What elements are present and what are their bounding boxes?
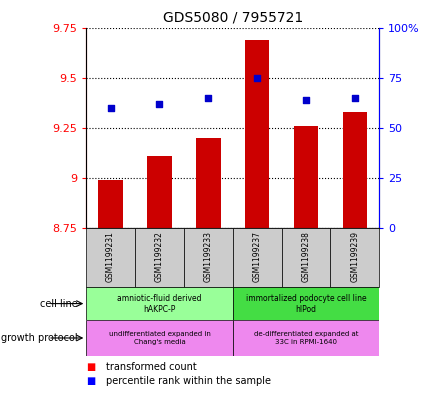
Text: undifferentiated expanded in
Chang's media: undifferentiated expanded in Chang's med… [108,331,210,345]
Text: GSM1199237: GSM1199237 [252,231,261,282]
Text: GSM1199233: GSM1199233 [203,231,212,282]
Bar [184,228,232,287]
Point [350,94,357,101]
Point [253,75,260,81]
Text: GSM1199231: GSM1199231 [106,231,115,282]
Text: transformed count: transformed count [105,362,196,373]
Bar [86,287,232,320]
Point [302,97,309,103]
Bar [293,126,317,228]
Text: amniotic-fluid derived
hAKPC-P: amniotic-fluid derived hAKPC-P [117,294,201,314]
Point [107,105,114,111]
Text: GSM1199232: GSM1199232 [155,231,163,282]
Bar [342,112,366,228]
Bar [232,287,378,320]
Point [156,101,163,107]
Bar [147,156,171,228]
Bar [232,228,281,287]
Text: growth protocol: growth protocol [1,333,77,343]
Bar [86,320,232,356]
Text: GSM1199239: GSM1199239 [350,231,359,282]
Text: immortalized podocyte cell line
hIPod: immortalized podocyte cell line hIPod [245,294,366,314]
Point [204,94,211,101]
Bar [232,320,378,356]
Bar [330,228,378,287]
Bar [135,228,184,287]
Text: GSM1199238: GSM1199238 [301,231,310,282]
Title: GDS5080 / 7955721: GDS5080 / 7955721 [162,11,302,25]
Text: cell line: cell line [40,299,77,309]
Text: de-differentiated expanded at
33C in RPMI-1640: de-differentiated expanded at 33C in RPM… [253,331,357,345]
Bar [244,40,269,228]
Text: percentile rank within the sample: percentile rank within the sample [105,376,270,386]
Bar [86,228,135,287]
Bar [281,228,330,287]
Bar [98,180,123,228]
Text: ■: ■ [86,362,95,373]
Bar [196,138,220,228]
Text: ■: ■ [86,376,95,386]
